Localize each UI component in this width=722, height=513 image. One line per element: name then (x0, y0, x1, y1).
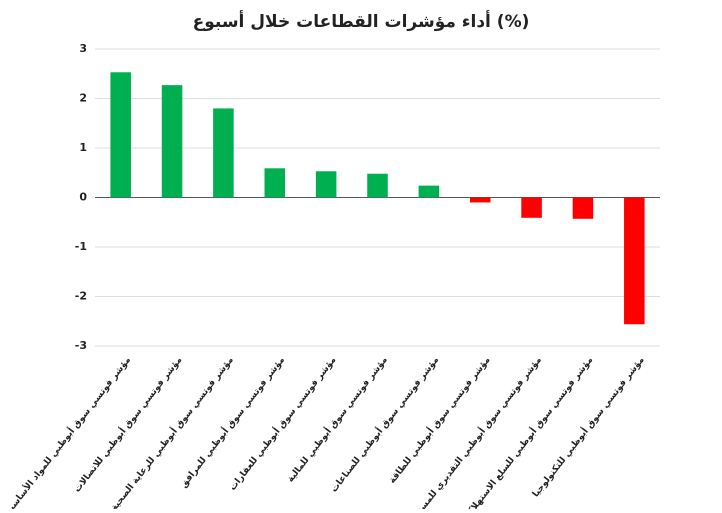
bar (110, 72, 131, 198)
bar (624, 197, 645, 325)
bar (469, 197, 491, 203)
x-tick-label: مؤشر فوتسي سوق أبوظبي للمواد الأساسية (2, 354, 133, 509)
y-tick-label: -3 (75, 339, 87, 352)
bar (161, 85, 183, 198)
y-tick-label: -2 (75, 290, 87, 303)
x-tick-label: مؤشر فوتسي سوق أبوظبي للمرافق (177, 354, 287, 490)
x-tick-label: مؤشر فوتسي سوق أبوظبي للصناعات (328, 354, 441, 494)
bar (572, 197, 594, 219)
y-tick-label: 3 (79, 42, 87, 55)
bar (264, 168, 286, 198)
x-tick-label: مؤشر فوتسي سوق أبوظبي للعقارات (226, 354, 338, 493)
x-tick-label: مؤشر فوتسي سوق أبوظبي للاتصالات (71, 354, 184, 494)
x-tick-label: مؤشر فوتسي سوق أبوظبي للتكنولوجيا (529, 354, 646, 499)
x-tick-label: مؤشر فوتسي سوق أبوظبي للمالية (284, 354, 390, 485)
x-tick-label: مؤشر فوتسي سوق أبوظبي للطاقة (386, 354, 493, 486)
y-tick-label: -1 (75, 240, 87, 253)
bar (213, 108, 234, 198)
bar (418, 185, 440, 198)
bar (315, 171, 337, 198)
bar (367, 173, 388, 198)
y-tick-label: 2 (79, 92, 87, 105)
chart-title: أداء مؤشرات القطاعات خلال أسبوع (%) (193, 10, 530, 32)
bar (521, 197, 542, 218)
y-tick-label: 0 (79, 191, 87, 204)
y-tick-label: 1 (79, 141, 87, 154)
